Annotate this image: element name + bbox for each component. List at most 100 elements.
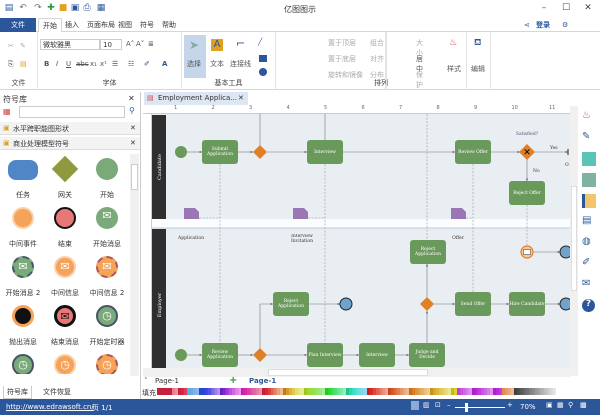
- website-link[interactable]: http://www.edrawsoft.cn/: [6, 403, 94, 411]
- color-swatch[interactable]: [223, 388, 226, 395]
- color-swatch[interactable]: [412, 388, 415, 395]
- color-swatch[interactable]: [394, 388, 397, 395]
- add-page-button[interactable]: +: [229, 375, 238, 386]
- color-swatch[interactable]: [331, 388, 334, 395]
- color-swatch[interactable]: [550, 388, 553, 395]
- color-swatch[interactable]: [229, 388, 232, 395]
- tab-file-recovery[interactable]: 文件恢复: [43, 388, 71, 396]
- login-link[interactable]: 登录: [536, 21, 550, 29]
- color-swatch[interactable]: [163, 388, 166, 395]
- color-swatch[interactable]: [385, 388, 388, 395]
- library-category-swimlane[interactable]: ▣ 水平跨职能图形状 ✕: [0, 122, 140, 135]
- shape-throw-message[interactable]: ✉ 抛出消息: [0, 301, 46, 350]
- color-swatch[interactable]: [400, 388, 403, 395]
- color-swatch[interactable]: [286, 388, 289, 395]
- close-category-icon[interactable]: ✕: [130, 124, 136, 132]
- copy-icon[interactable]: ⎘: [8, 60, 14, 68]
- color-swatch[interactable]: [295, 388, 298, 395]
- shape-gateway[interactable]: 网关: [42, 154, 88, 203]
- color-swatch[interactable]: [418, 388, 421, 395]
- grid-icon[interactable]: ▩: [580, 401, 587, 409]
- edit-button[interactable]: ⛾ 编辑: [467, 32, 491, 90]
- close-category-icon[interactable]: ✕: [130, 139, 136, 147]
- color-swatch[interactable]: [487, 388, 490, 395]
- cut-icon[interactable]: ✂: [8, 42, 14, 50]
- outline-view-icon[interactable]: ▥: [423, 401, 430, 409]
- page-icon[interactable]: ▤: [582, 215, 592, 226]
- underline-icon[interactable]: U: [66, 60, 72, 68]
- color-swatch[interactable]: [448, 388, 451, 395]
- color-swatch[interactable]: [217, 388, 220, 395]
- close-tab-icon[interactable]: ✕: [238, 94, 244, 102]
- fill-style-icon[interactable]: ♨: [582, 110, 591, 121]
- color-swatch[interactable]: [547, 388, 550, 395]
- center-button[interactable]: 居中: [416, 55, 423, 73]
- color-swatch[interactable]: [406, 388, 409, 395]
- shape-start[interactable]: 开始: [84, 154, 130, 203]
- task-reject-app-top[interactable]: [410, 240, 446, 264]
- end-event[interactable]: [339, 297, 353, 311]
- tab-symbols[interactable]: 符号: [140, 21, 154, 29]
- end-event[interactable]: [559, 297, 570, 311]
- shape-start-message-2[interactable]: ✉ 开始消息 2: [0, 252, 46, 301]
- lane-header-candidate[interactable]: [152, 115, 166, 219]
- color-swatch[interactable]: [292, 388, 295, 395]
- shape-end[interactable]: 结束: [42, 203, 88, 252]
- color-swatch[interactable]: [538, 388, 541, 395]
- color-swatch[interactable]: [187, 388, 190, 395]
- open-icon[interactable]: ■: [58, 3, 68, 13]
- color-swatch[interactable]: [289, 388, 292, 395]
- presentation-icon[interactable]: ⊡: [435, 401, 441, 409]
- tab-page-layout[interactable]: 页面布局: [87, 21, 115, 29]
- gateway[interactable]: [420, 297, 434, 311]
- scroll-thumb[interactable]: [571, 186, 577, 291]
- shadow-icon[interactable]: [582, 152, 596, 166]
- color-swatch[interactable]: [346, 388, 349, 395]
- color-swatch[interactable]: [325, 388, 328, 395]
- color-swatch[interactable]: [484, 388, 487, 395]
- print-icon[interactable]: ⎙: [83, 3, 91, 13]
- color-swatch[interactable]: [316, 388, 319, 395]
- color-swatch[interactable]: [172, 388, 175, 395]
- color-swatch[interactable]: [472, 388, 475, 395]
- tab-symbol-library[interactable]: 符号库: [3, 386, 32, 399]
- highlight-icon[interactable]: ✐: [144, 60, 150, 68]
- color-swatch[interactable]: [283, 388, 286, 395]
- color-swatch[interactable]: [190, 388, 193, 395]
- protect-button[interactable]: 保护: [416, 71, 423, 89]
- page-tab-active[interactable]: Page-1: [249, 377, 277, 385]
- color-swatch[interactable]: [439, 388, 442, 395]
- tab-home[interactable]: 开始: [38, 18, 62, 32]
- zoom-level[interactable]: 70%: [520, 403, 536, 411]
- library-scrollbar[interactable]: [130, 154, 139, 376]
- shape-timer-3[interactable]: ◷: [84, 350, 130, 374]
- align-button[interactable]: 对齐: [370, 55, 384, 63]
- zoom-slider[interactable]: [455, 403, 505, 412]
- rectangle-icon[interactable]: [259, 55, 267, 62]
- zoom-icon[interactable]: ⚲: [568, 401, 574, 409]
- start-event[interactable]: [175, 146, 187, 158]
- search-icon[interactable]: ⚲: [129, 106, 135, 115]
- task-review-offer[interactable]: [455, 140, 491, 164]
- shrink-font-icon[interactable]: A˅: [136, 40, 145, 48]
- color-swatch[interactable]: [310, 388, 313, 395]
- color-swatch[interactable]: [478, 388, 481, 395]
- shape-start-timer[interactable]: ◷ 开始定时器: [84, 301, 130, 350]
- maximize-button[interactable]: ☐: [561, 3, 571, 13]
- connector-tool-button[interactable]: ⌐ 连接线: [230, 35, 254, 78]
- library-search-input[interactable]: [19, 106, 125, 118]
- color-swatch[interactable]: [529, 388, 532, 395]
- color-swatch[interactable]: [364, 388, 367, 395]
- tab-help[interactable]: 帮助: [162, 21, 176, 29]
- color-swatch[interactable]: [457, 388, 460, 395]
- shape-timer[interactable]: ◷: [0, 350, 46, 374]
- color-swatch[interactable]: [202, 388, 205, 395]
- color-swatch[interactable]: [238, 388, 241, 395]
- superscript-icon[interactable]: x¹: [100, 60, 107, 68]
- vertical-scrollbar[interactable]: [570, 106, 578, 376]
- color-swatch[interactable]: [376, 388, 379, 395]
- color-swatch[interactable]: [481, 388, 484, 395]
- color-swatch[interactable]: [553, 388, 556, 395]
- line-spacing-icon[interactable]: ☰: [112, 60, 119, 68]
- color-swatch[interactable]: [532, 388, 535, 395]
